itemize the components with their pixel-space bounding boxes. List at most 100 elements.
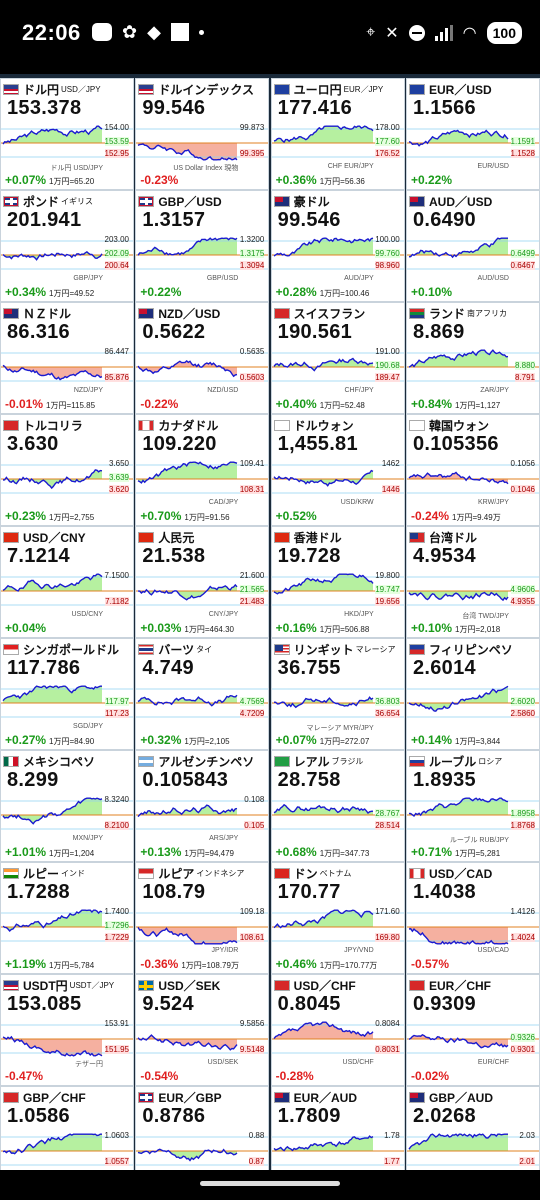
currency-tile[interactable]: 香港ドル 19.728 19.800 19.747 19.656 HKD/JPY +0.16… bbox=[270, 526, 405, 638]
currency-tile[interactable]: 台湾ドル 4.9534 4.9606 4.9355 台湾 TWD/JPY +0.10% 1万… bbox=[405, 526, 540, 638]
price-line bbox=[2, 1133, 102, 1155]
low-label: 1.8768 bbox=[510, 821, 535, 830]
yen-conversion: 1万円=9.49万 bbox=[452, 513, 501, 522]
flag-icon bbox=[138, 867, 155, 879]
currency-tile[interactable]: NZD／USD 0.5622 0.5635 0.5603 NZD/USD -0.22% bbox=[135, 302, 270, 414]
pair-caption: JPY/VND bbox=[344, 947, 374, 954]
high-label: 191.00 bbox=[375, 347, 400, 356]
wifi-icon: ◠ bbox=[462, 25, 477, 42]
currency-tile[interactable]: ポンド イギリス 201.941 203.00 202.09 200.64 GBP/JPY +… bbox=[0, 190, 134, 302]
currency-tile[interactable]: スイスフラン 190.561 191.00 190.68 189.47 CHF/JPY +0… bbox=[270, 302, 405, 414]
currency-tile[interactable]: メキシコペソ 8.299 8.3240 8.2100 MXN/JPY +1.01% 1万円=… bbox=[0, 750, 134, 862]
currency-tile[interactable]: USD／CHF 0.8045 0.8084 0.8031 USD/CHF -0.28% bbox=[270, 974, 405, 1086]
low-label: 1.0557 bbox=[104, 1157, 129, 1166]
currency-tile[interactable]: リンギット マレーシア 36.755 36.803 36.654 マレーシア MYR/JP… bbox=[270, 638, 405, 750]
change-value: -0.36% bbox=[140, 957, 179, 971]
change-percent: -0.28% bbox=[276, 1069, 317, 1083]
currency-tile[interactable]: ランド 南アフリカ 8.869 8.880 8.791 ZAR/JPY +0.84% 1万円=… bbox=[405, 302, 540, 414]
currency-tile[interactable]: EUR／USD 1.1566 1.1591 1.1528 EUR/USD +0.22% bbox=[405, 78, 540, 190]
pair-caption: CNY/JPY bbox=[208, 611, 239, 618]
pair-caption: MXN/JPY bbox=[72, 835, 103, 842]
flag-icon bbox=[408, 755, 425, 767]
rate-price: 109.220 bbox=[142, 433, 217, 455]
currency-name: 韓国ウォン bbox=[428, 418, 489, 433]
price-line bbox=[408, 928, 509, 945]
change-value: +0.22% bbox=[410, 173, 453, 187]
tile-title: USD／CAD bbox=[408, 865, 539, 881]
currency-tile[interactable]: USD／CAD 1.4038 1.4126 1.4024 USD/CAD -0.57% bbox=[405, 862, 540, 974]
rate-price: 1.0586 bbox=[7, 1105, 70, 1127]
change-value: -0.22% bbox=[140, 397, 179, 411]
currency-tile[interactable]: 豪ドル 99.546 100.00 99.760 98.960 AUD/JPY +0.28%… bbox=[270, 190, 405, 302]
currency-name: ポンド bbox=[23, 194, 60, 209]
high-label: 1.3200 bbox=[239, 235, 265, 244]
notification-icons: ✿ ◆ bbox=[92, 22, 204, 42]
low-label: 21.483 bbox=[239, 597, 265, 606]
currency-tile[interactable]: アルゼンチンペソ 0.105843 0.108 0.105 ARS/JPY +0.13% 1… bbox=[135, 750, 270, 862]
chart-area bbox=[408, 927, 508, 944]
change-percent: +0.40% 1万円=52.48 bbox=[276, 397, 365, 411]
change-value: -0.57% bbox=[410, 957, 450, 971]
currency-name: EUR／AUD bbox=[293, 1090, 357, 1105]
currency-tile[interactable]: 人民元 21.538 21.600 21.565 21.483 CNY/JPY +0.03%… bbox=[135, 526, 270, 638]
currency-tile[interactable]: GBP／USD 1.3157 1.3200 1.3175 1.3094 GBP/USD +0… bbox=[135, 190, 270, 302]
pair-caption: KRW/JPY bbox=[477, 499, 509, 506]
currency-grid: ドル円 USD／JPY 153.378 154.00 153.59 152.95 ドル円 U… bbox=[0, 74, 540, 1170]
chart-area bbox=[138, 238, 238, 256]
change-percent: +0.03% 1万円=464.30 bbox=[140, 621, 234, 635]
rate-price: 19.728 bbox=[277, 545, 341, 567]
currency-tile[interactable]: ＮＺドル 86.316 86.447 85.876 NZD/JPY -0.01% 1万円=1… bbox=[0, 302, 134, 414]
currency-tile[interactable]: シンガポールドル 117.786 117.97 117.23 SGD/JPY +0.27%… bbox=[0, 638, 134, 750]
currency-tile[interactable]: ドルインデックス 99.546 99.873 99.395 US Dollar Inde… bbox=[135, 78, 270, 190]
currency-tile[interactable]: AUD／USD 0.6490 0.6499 0.6467 AUD/USD +0.10% bbox=[405, 190, 540, 302]
tile-title: ルピア インドネシア bbox=[138, 865, 268, 881]
currency-tile[interactable]: USDT円 USDT／JPY 153.085 153.91 151.95 テザー円 -0.4… bbox=[0, 974, 134, 1086]
dot-icon bbox=[198, 29, 204, 35]
currency-name: USD／CHF bbox=[293, 978, 356, 993]
currency-tile[interactable]: バーツ タイ 4.749 4.7569 4.7209 +0.32% 1万円=2,105 bbox=[135, 638, 270, 750]
low-label: 0.87 bbox=[248, 1157, 265, 1166]
home-gesture-bar[interactable] bbox=[200, 1181, 340, 1186]
currency-tile[interactable]: ドン ベトナム 170.77 171.60 169.80 JPY/VND +0.46% 1万円… bbox=[270, 862, 405, 974]
pair-caption: USD/KRW bbox=[340, 499, 374, 506]
yen-conversion: 1万円=506.88 bbox=[319, 625, 370, 634]
currency-tile[interactable]: ドル円 USD／JPY 153.378 154.00 153.59 152.95 ドル円 U… bbox=[0, 78, 134, 190]
currency-tile[interactable]: ドルウォン 1,455.81 1462 1446 USD/KRW +0.52% bbox=[270, 414, 405, 526]
flag-icon bbox=[408, 195, 425, 207]
low-label: 1.1528 bbox=[510, 149, 535, 158]
currency-tile[interactable]: カナダドル 109.220 109.41 108.31 CAD/JPY +0.70% 1万円… bbox=[135, 414, 270, 526]
pair-caption: EUR/CHF bbox=[477, 1059, 509, 1066]
currency-tile[interactable]: USD／SEK 9.524 9.5856 9.5148 USD/SEK -0.54% bbox=[135, 974, 270, 1086]
currency-tile[interactable]: ルピア インドネシア 108.79 109.18 108.61 JPY/IDR -0.36%… bbox=[135, 862, 270, 974]
currency-tile[interactable]: フィリピンペソ 2.6014 2.6020 2.5860 +0.14% 1万円=3,844 bbox=[405, 638, 540, 750]
price-line bbox=[273, 573, 374, 595]
rate-price: 170.77 bbox=[277, 881, 341, 903]
rate-price: 1.3157 bbox=[142, 209, 206, 231]
currency-name: ルピー bbox=[23, 866, 60, 881]
currency-tile[interactable]: レアル ブラジル 28.758 28.767 28.514 +0.68% 1万円=347.7… bbox=[270, 750, 405, 862]
currency-tile[interactable]: EUR／CHF 0.9309 0.9326 0.9301 EUR/CHF -0.02% bbox=[405, 974, 540, 1086]
high-label: 1.0603 bbox=[104, 1131, 129, 1140]
current-label: 1.8958 bbox=[510, 809, 535, 818]
yen-conversion: 1万円=464.30 bbox=[184, 625, 234, 634]
change-percent: +0.10% 1万円=2,018 bbox=[411, 621, 500, 635]
currency-tile[interactable]: USD／CNY 7.1214 7.1500 7.1182 USD/CNY +0.04% bbox=[0, 526, 134, 638]
currency-tile[interactable]: トルコリラ 3.630 3.650 3.639 3.620 +0.23% 1万円=2,755 bbox=[0, 414, 134, 526]
rate-price: 201.941 bbox=[7, 209, 82, 231]
change-percent: +0.84% 1万円=1,127 bbox=[411, 397, 500, 411]
rate-price: 1.7809 bbox=[277, 1105, 341, 1127]
price-line bbox=[408, 129, 509, 147]
currency-tile[interactable]: ルーブル ロシア 1.8935 1.8958 1.8768 ルーブル RUB/JPY +0.… bbox=[405, 750, 540, 862]
pair-caption: US Dollar Index 現物 bbox=[173, 165, 239, 172]
currency-tile[interactable]: 韓国ウォン 0.105356 0.1056 0.1046 KRW/JPY -0.24% 1万… bbox=[405, 414, 540, 526]
currency-tile[interactable]: ユーロ円 EUR／JPY 177.416 178.00 177.60 176.52 CHF … bbox=[270, 78, 405, 190]
price-line bbox=[137, 804, 238, 818]
currency-tile[interactable]: ルピー インド 1.7288 1.7400 1.7296 1.7229 +1.19% 1万円=… bbox=[0, 862, 134, 974]
intraday-chart bbox=[406, 1133, 539, 1166]
high-label: 19.800 bbox=[375, 571, 400, 580]
currency-name: メキシコペソ bbox=[23, 754, 96, 769]
